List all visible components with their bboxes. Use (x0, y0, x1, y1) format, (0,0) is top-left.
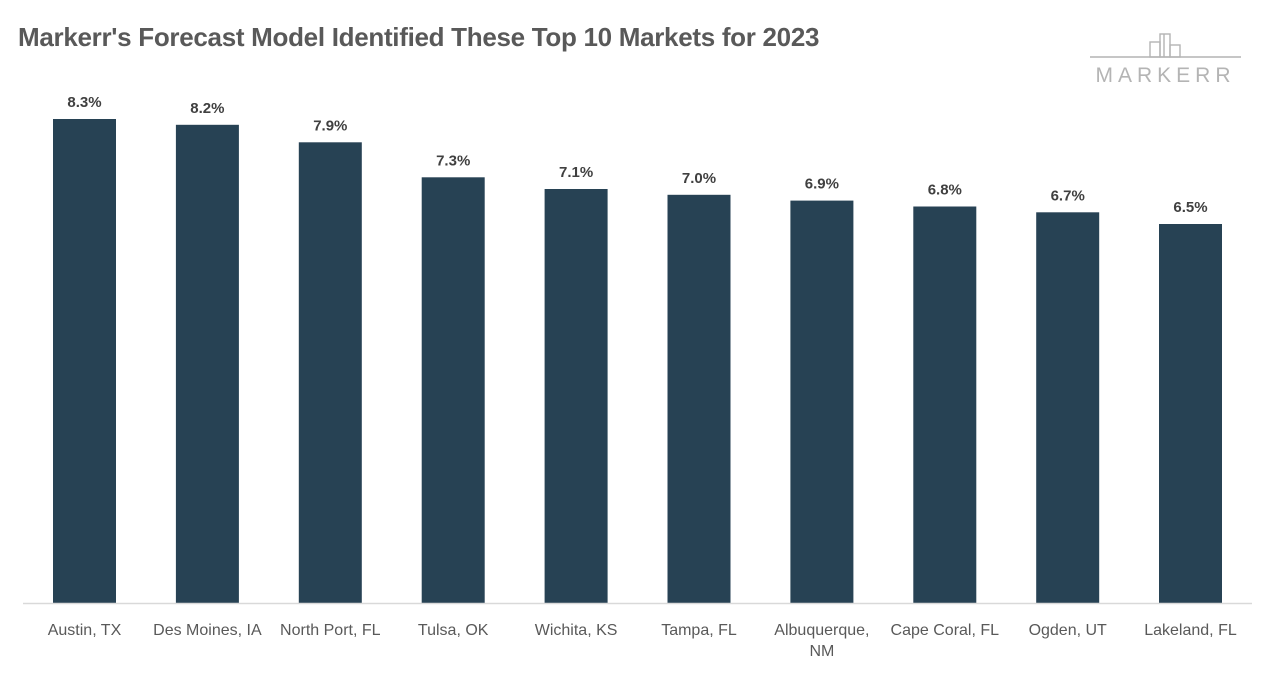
category-label-2: North Port, FL (280, 622, 381, 639)
data-label-8: 6.7% (1051, 187, 1085, 204)
data-label-9: 6.5% (1173, 199, 1207, 216)
data-label-0: 8.3% (67, 94, 101, 111)
data-label-7: 6.8% (928, 182, 962, 199)
data-label-2: 7.9% (313, 117, 347, 134)
markerr-logo: MARKERR (1088, 30, 1243, 92)
bar-6 (790, 200, 854, 603)
category-label-7: Cape Coral, FL (891, 622, 1000, 639)
category-label-1: Des Moines, IA (153, 622, 262, 639)
building-skyline-icon (1090, 33, 1241, 58)
category-label-6: Albuquerque, NM (774, 622, 869, 660)
value-labels-group: 8.3% 8.2% 7.9% 7.3% 7.1% 7.0% 6.9% 6.8% 6.7% 6.5% (67, 94, 1207, 216)
chart-title: Markerr's Forecast Model Identified Thes… (18, 22, 820, 52)
bar-3 (421, 177, 485, 604)
category-label-5: Tampa, FL (661, 622, 737, 639)
category-label-8: Ogden, UT (1029, 622, 1107, 639)
bar-8 (1036, 212, 1100, 604)
category-label-0: Austin, TX (48, 622, 122, 639)
category-labels-group: Austin, TX Des Moines, IA North Port, FL Tu… (48, 622, 1237, 660)
bar-5 (667, 194, 731, 604)
bar-9 (1159, 224, 1222, 603)
data-label-4: 7.1% (559, 164, 593, 181)
bars-group (53, 119, 1222, 604)
bar-2 (298, 142, 362, 604)
data-label-1: 8.2% (190, 100, 224, 117)
logo-wordmark: MARKERR (1095, 64, 1236, 87)
bar-4 (544, 189, 608, 603)
data-label-3: 7.3% (436, 152, 470, 169)
bar-1 (175, 124, 239, 604)
category-label-3: Tulsa, OK (418, 622, 489, 639)
bar-0 (53, 119, 116, 603)
data-label-5: 7.0% (682, 170, 716, 187)
category-label-4: Wichita, KS (535, 622, 618, 639)
bar-7 (913, 206, 977, 603)
category-label-9: Lakeland, FL (1144, 622, 1237, 639)
data-label-6: 6.9% (805, 176, 839, 193)
